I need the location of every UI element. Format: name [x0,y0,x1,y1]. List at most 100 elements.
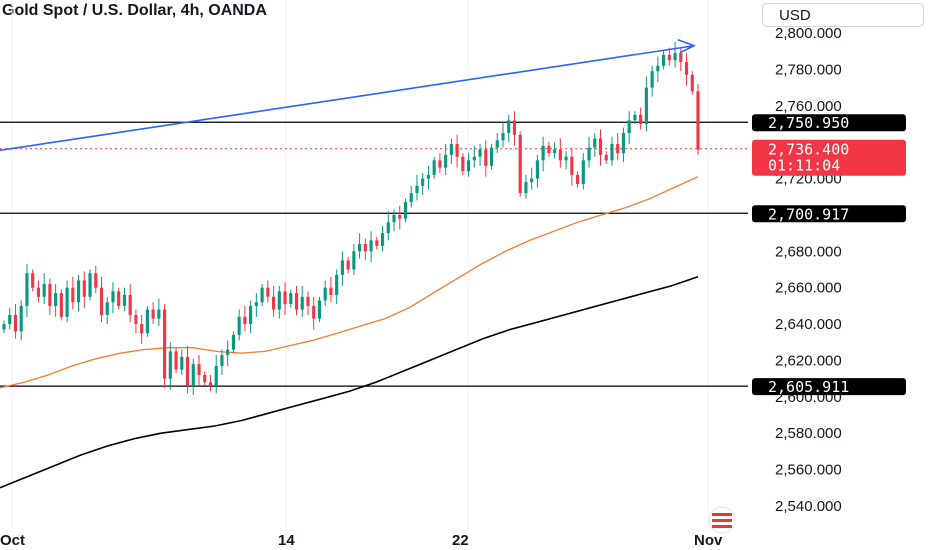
candle-body[interactable] [94,273,98,288]
candle-body[interactable] [197,364,201,376]
candle-body[interactable] [656,65,660,72]
candle-body[interactable] [535,160,539,179]
candle-body[interactable] [449,143,453,155]
candle-body[interactable] [352,251,356,270]
candle-body[interactable] [369,240,373,252]
candle-body[interactable] [266,287,270,297]
candle-body[interactable] [358,244,362,252]
candle-body[interactable] [214,365,218,386]
candle-body[interactable] [662,54,666,66]
candle-body[interactable] [300,296,304,310]
candle-body[interactable] [432,160,436,175]
candle-body[interactable] [289,293,293,305]
candle-body[interactable] [76,280,81,303]
candle-body[interactable] [564,156,568,161]
candle-body[interactable] [65,287,69,317]
candle-body[interactable] [610,143,614,161]
candle-body[interactable] [472,156,476,161]
candle-body[interactable] [13,314,18,332]
candle-body[interactable] [553,149,557,154]
candle-body[interactable] [673,53,677,61]
candle-body[interactable] [71,287,75,303]
candle-body[interactable] [604,154,608,161]
candle-body[interactable] [455,143,459,157]
candle-body[interactable] [444,154,448,168]
candle-body[interactable] [231,334,235,350]
candle-body[interactable] [31,273,35,288]
candle-body[interactable] [48,284,52,306]
candle-body[interactable] [489,147,494,166]
candle-body[interactable] [438,160,442,168]
candle-body[interactable] [346,260,350,270]
candle-body[interactable] [558,149,562,161]
candle-body[interactable] [530,178,534,183]
candle-body[interactable] [696,91,700,150]
candle-body[interactable] [157,309,161,319]
candle-body[interactable] [541,145,545,161]
candle-body[interactable] [243,316,247,325]
candle-body[interactable] [679,53,683,63]
candle-body[interactable] [180,356,184,370]
candle-body[interactable] [271,296,276,310]
candle-body[interactable] [88,273,92,297]
candle-body[interactable] [512,120,517,135]
candle-body[interactable] [426,174,431,179]
candle-body[interactable] [570,156,574,175]
candle-body[interactable] [667,54,671,61]
candle-body[interactable] [467,160,471,172]
candle-body[interactable] [306,296,310,306]
candle-body[interactable] [42,284,46,297]
candle-body[interactable] [518,134,522,194]
candle-body[interactable] [386,222,390,234]
ma-slow-line[interactable] [0,276,699,489]
trendline[interactable] [0,44,695,152]
candle-body[interactable] [317,300,322,319]
candle-body[interactable] [19,305,23,332]
candle-body[interactable] [690,74,694,92]
candle-body[interactable] [277,291,281,310]
candle-body[interactable] [627,120,631,134]
candle-body[interactable] [616,143,620,154]
candle-body[interactable] [2,324,6,330]
candle-body[interactable] [398,214,402,219]
candle-body[interactable] [547,145,551,154]
candle-body[interactable] [403,202,408,219]
candle-body[interactable] [237,316,241,335]
candle-body[interactable] [36,287,40,297]
candle-body[interactable] [363,244,367,252]
candle-body[interactable] [415,185,419,194]
candle-body[interactable] [168,351,172,379]
candle-body[interactable] [335,274,339,295]
candle-body[interactable] [639,114,643,124]
candle-body[interactable] [25,273,29,306]
candle-body[interactable] [312,305,316,319]
candle-body[interactable] [587,147,591,161]
candle-body[interactable] [524,182,528,194]
candle-body[interactable] [82,280,86,297]
candle-body[interactable] [581,160,585,184]
currency-button[interactable]: USD [762,3,924,27]
candle-body[interactable] [392,214,396,223]
candle-body[interactable] [409,193,413,203]
candle-body[interactable] [249,305,253,325]
candle-body[interactable] [140,324,144,334]
candle-body[interactable] [340,260,344,275]
candle-body[interactable] [226,349,230,356]
candle-body[interactable] [461,156,465,172]
candle-body[interactable] [283,291,287,305]
candle-body[interactable] [501,133,505,141]
candle-body[interactable] [54,293,58,306]
candle-body[interactable] [478,149,482,157]
candle-body[interactable] [134,314,138,325]
candle-body[interactable] [203,375,207,383]
candle-body[interactable] [128,294,132,315]
candle-body[interactable] [593,138,597,148]
candle-body[interactable] [375,240,379,246]
candle-body[interactable] [575,174,580,184]
candle-body[interactable] [684,62,689,75]
candle-body[interactable] [644,87,648,124]
candle-body[interactable] [59,293,63,317]
candle-body[interactable] [174,351,178,370]
candle-body[interactable] [329,287,333,295]
